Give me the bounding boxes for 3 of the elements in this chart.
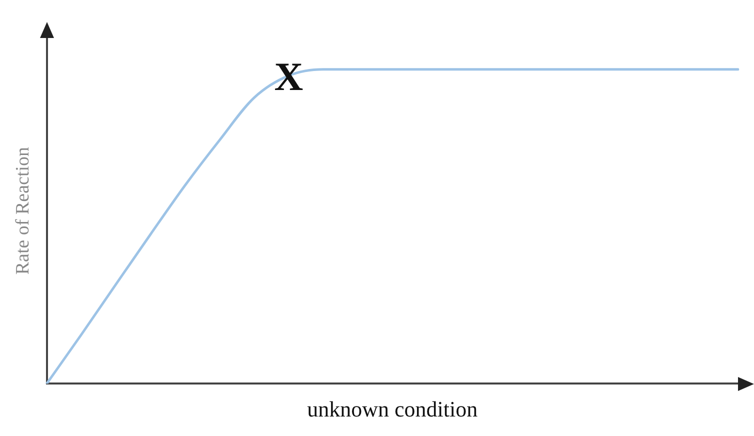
annotation: X [274, 54, 304, 100]
y-axis-title: Rate of Reaction [12, 146, 34, 275]
x-axis-title: unknown condition [307, 396, 478, 422]
